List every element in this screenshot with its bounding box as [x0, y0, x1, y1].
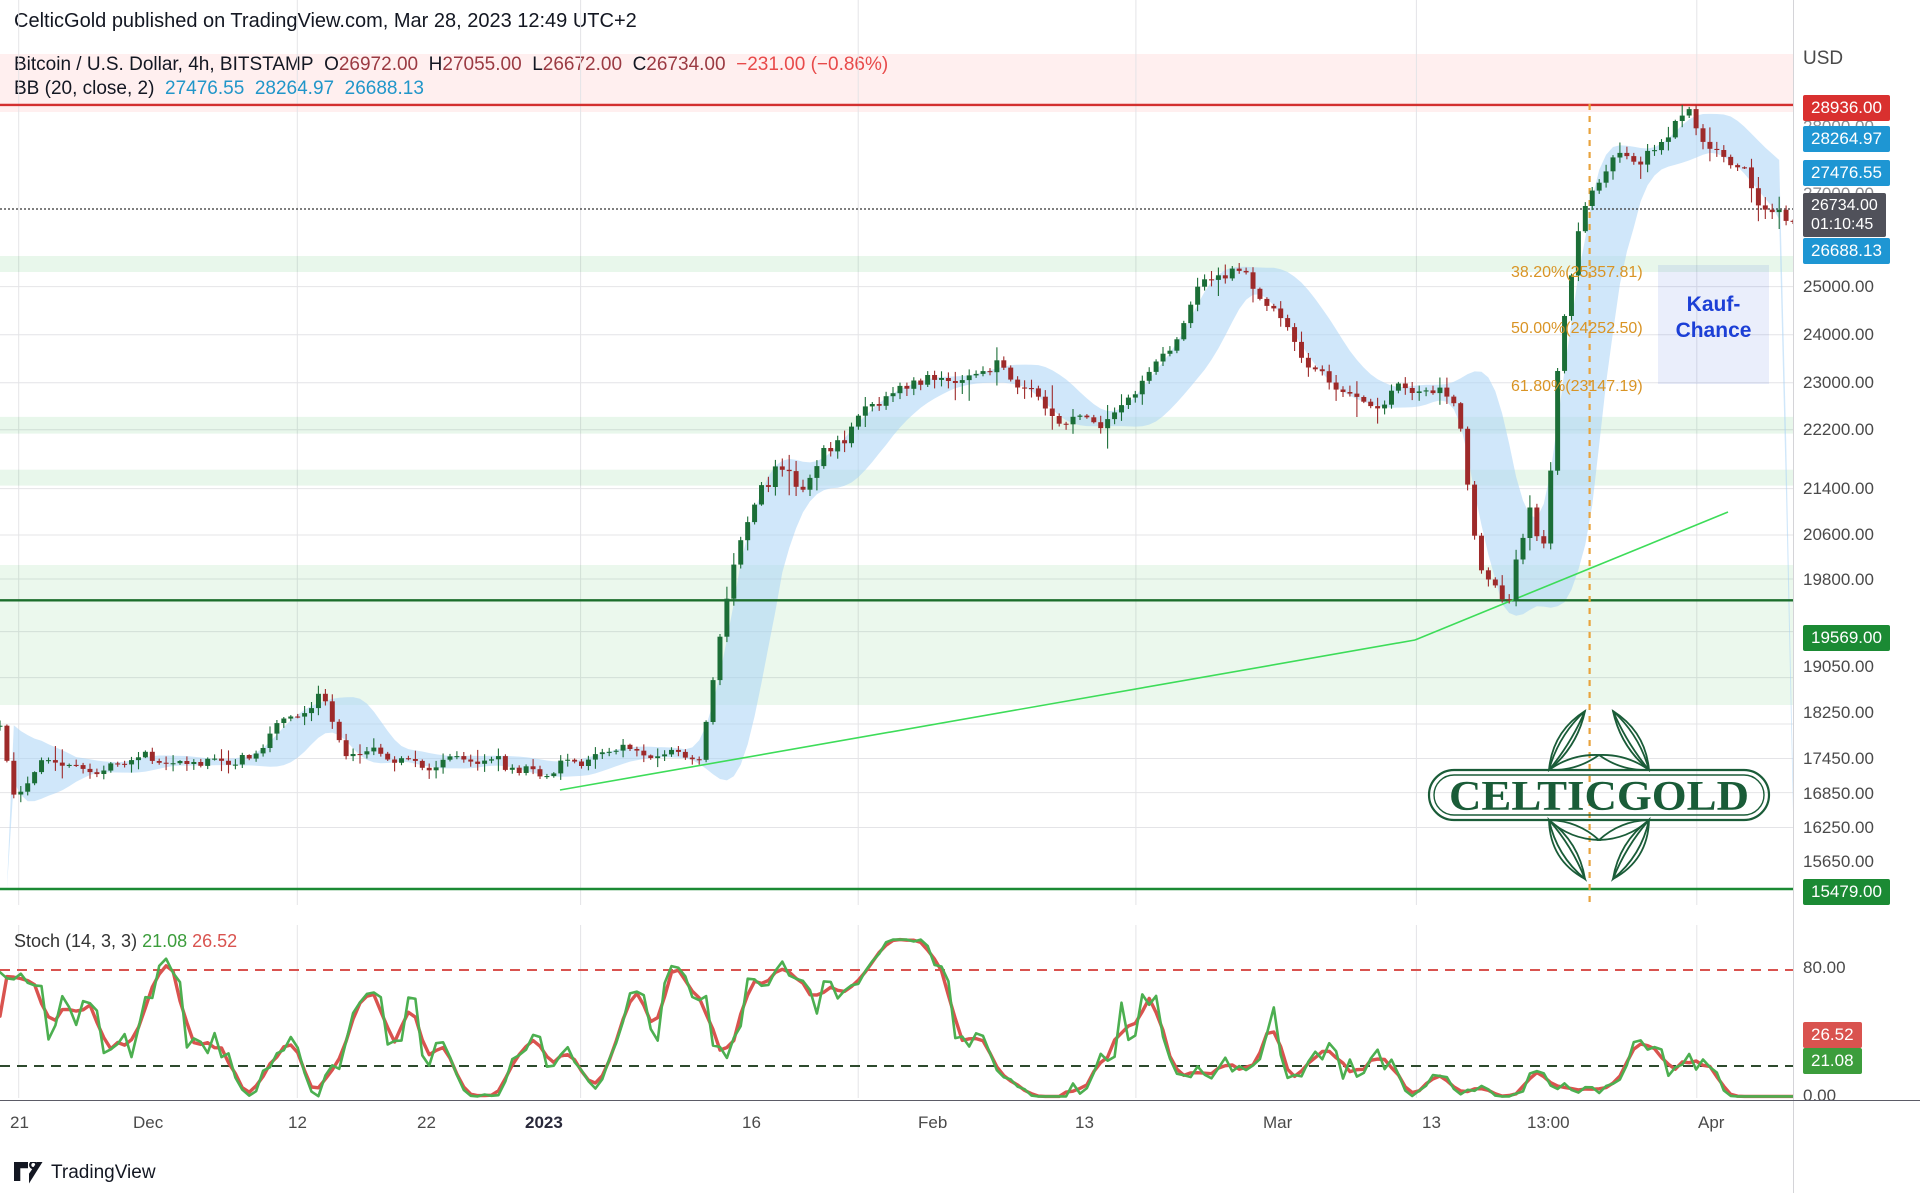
svg-text:CELTICGOLD: CELTICGOLD	[1449, 774, 1749, 820]
